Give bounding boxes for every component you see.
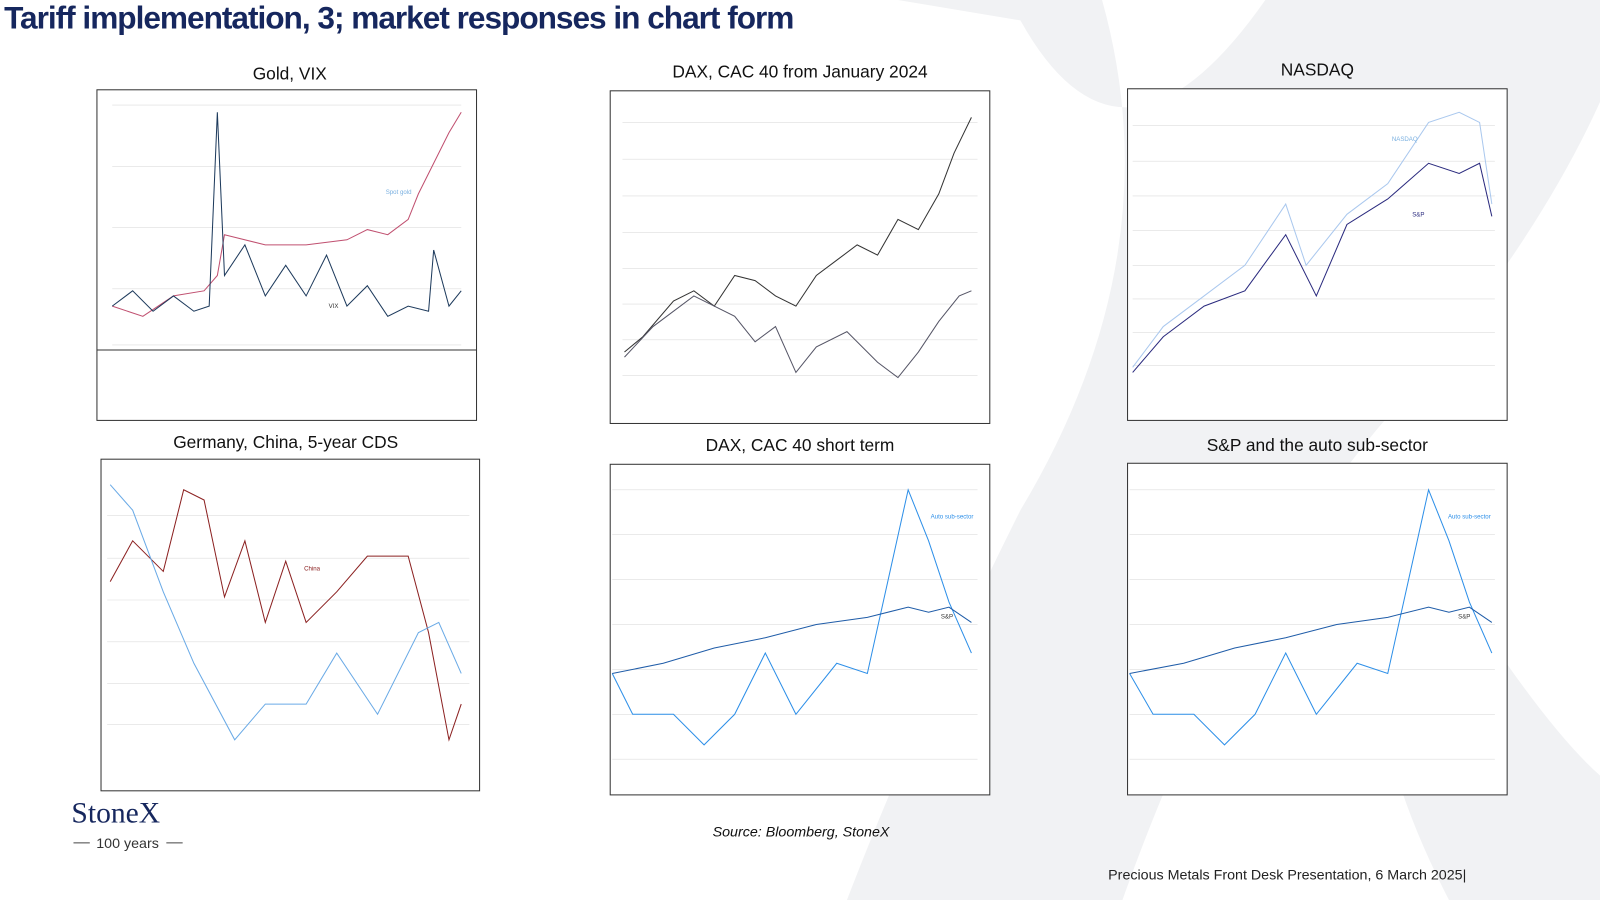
series-label: S&P xyxy=(1458,613,1470,620)
panel-title: S&P and the auto sub-sector xyxy=(1207,435,1428,455)
series-label: Auto sub-sector xyxy=(931,513,974,520)
chart-labels: Spot gold VIX NASDAQ S&P China Auto sub-… xyxy=(304,136,1491,621)
logo-tagline: 100 years xyxy=(96,836,159,852)
series-label: S&P xyxy=(1412,211,1424,218)
logo-name: StoneX xyxy=(71,797,160,829)
source-note: Source: Bloomberg, StoneX xyxy=(713,825,890,841)
chart-lines xyxy=(109,111,1493,746)
logo-tagline-group: 100 years xyxy=(73,836,183,852)
panel-title: Gold, VIX xyxy=(253,64,328,84)
series-label: S&P xyxy=(941,613,953,620)
slide-title: Tariff implementation, 3; market respons… xyxy=(4,0,793,36)
series-label: NASDAQ xyxy=(1392,136,1418,143)
panel-title: DAX, CAC 40 from January 2024 xyxy=(672,62,928,82)
series-label: Auto sub-sector xyxy=(1448,513,1491,520)
panel-title: DAX, CAC 40 short term xyxy=(706,435,895,455)
series-label: VIX xyxy=(329,303,339,310)
series-label: China xyxy=(304,565,321,572)
panel-title: Germany, China, 5-year CDS xyxy=(173,432,398,452)
footer: Precious Metals Front Desk Presentation,… xyxy=(1108,868,1466,884)
chart-grids xyxy=(107,104,1495,760)
panel-title: NASDAQ xyxy=(1281,60,1354,80)
series-label: Spot gold xyxy=(386,189,412,196)
